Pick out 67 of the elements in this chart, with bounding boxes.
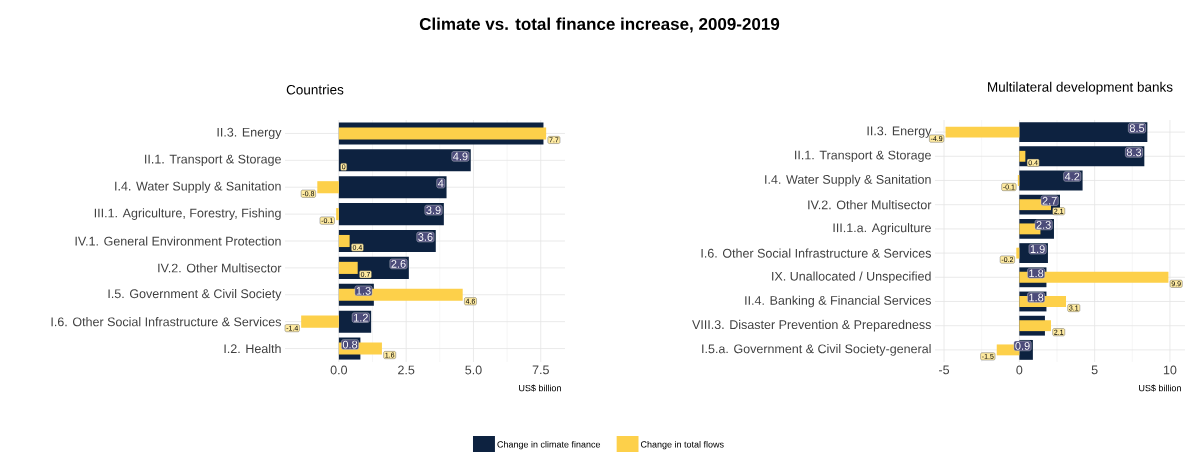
data-label: 3.9: [426, 206, 441, 215]
y-tick-label: I.4. Water Supply & Sanitation: [765, 174, 931, 187]
bar: [1019, 122, 1148, 143]
bar: [301, 315, 339, 328]
bar: [338, 149, 471, 172]
data-label: 4: [437, 179, 444, 188]
bar: [336, 208, 339, 221]
y-tick-label: I.2. Health: [224, 343, 281, 354]
data-label: 2.3: [1036, 221, 1051, 229]
y-tick-label: II.4. Banking & Financial Services: [745, 295, 931, 308]
y-tick-label: III.1. Agriculture, Forestry, Fishing: [94, 208, 281, 220]
data-label: 2.6: [391, 260, 406, 268]
y-tick-label: I.6. Other Social Infrastructure & Services: [701, 248, 931, 258]
bar: [317, 181, 339, 194]
y-tick-label: IX. Unallocated / Unspecified: [772, 271, 931, 284]
x-tick-label: 5: [1091, 365, 1098, 375]
y-tick-label: I.5.a. Government & Civil Society-general: [702, 344, 931, 356]
x-tick-label: -5: [939, 365, 950, 375]
y-tick-label: VIII.3. Disaster Prevention & Preparedness: [692, 319, 931, 332]
bar: [338, 288, 463, 301]
bar: [338, 176, 447, 199]
x-axis-title: US$ billion: [1139, 384, 1181, 392]
y-tick-label: II.1. Transport & Storage: [795, 150, 931, 162]
data-label: 4.9: [453, 152, 468, 161]
bar: [1019, 320, 1051, 332]
x-tick-label: 2.5: [398, 365, 415, 375]
y-tick-label: I.4. Water Supply & Sanitation: [115, 181, 281, 194]
data-label: 3.6: [418, 233, 433, 241]
data-label: 8.5: [1129, 124, 1145, 132]
y-tick-label: II.3. Energy: [217, 127, 282, 140]
x-tick-label: 5.0: [465, 365, 482, 375]
y-tick-label: I.5. Government & Civil Society: [108, 288, 282, 301]
x-tick-label: 10: [1163, 365, 1177, 375]
bar: [1016, 247, 1020, 259]
y-tick-label: I.6. Other Social Infrastructure & Services: [51, 317, 282, 327]
bar: [945, 126, 1020, 138]
data-label: 1.2: [354, 313, 368, 322]
x-axis-title: US$ billion: [519, 384, 561, 392]
y-tick-label: IV.2. Other Multisector: [158, 263, 282, 273]
chart-title: Multilateral development banks: [988, 81, 1173, 95]
bar: [338, 203, 444, 226]
y-tick-label: III.1.a. Agriculture: [833, 223, 931, 235]
y-tick-label: IV.2. Other Multisector: [808, 200, 932, 210]
data-label: 0.8: [342, 340, 358, 349]
x-tick-label: 7.5: [532, 365, 549, 375]
bar: [1019, 150, 1026, 162]
text: Climate vs. total finance increase, 2009-2019: [419, 17, 780, 33]
data-label: 4.2: [1064, 172, 1080, 181]
data-label: 1.3: [356, 286, 371, 295]
y-tick-label: II.1. Transport & Storage: [145, 154, 281, 166]
chart-title: Countries: [286, 84, 344, 95]
data-label: 1.8: [1029, 269, 1044, 278]
legend-label: Change in total flows: [640, 440, 724, 450]
data-label: 0.9: [1015, 342, 1030, 350]
y-tick-label: II.3. Energy: [867, 126, 932, 138]
x-tick-label: 0: [1016, 365, 1023, 375]
bar: [338, 234, 350, 248]
bar: [1019, 271, 1169, 283]
data-label: 1.8: [1029, 293, 1044, 302]
legend-label: Change in climate finance: [497, 440, 601, 450]
y-tick-label: IV.1. General Environment Protection: [75, 236, 281, 246]
data-label: 1.9: [1030, 245, 1045, 253]
x-tick-label: 0.0: [330, 365, 348, 375]
bar: [338, 127, 547, 140]
data-label: 8.3: [1126, 148, 1142, 157]
bar: [338, 261, 358, 274]
data-label: 2.7: [1042, 196, 1057, 205]
